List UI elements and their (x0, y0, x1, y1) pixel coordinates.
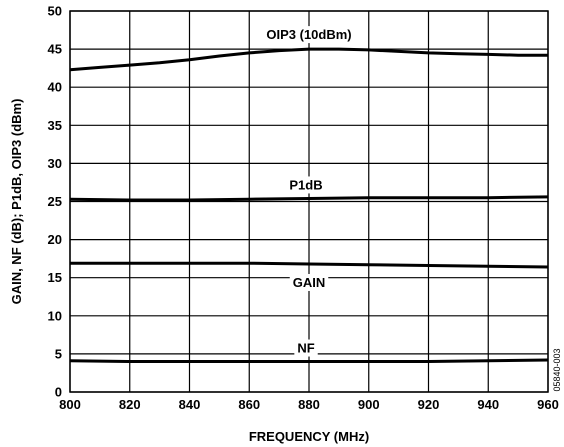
series-line (69, 358, 549, 363)
y-tick-label: 35 (48, 118, 62, 133)
y-tick-label: 5 (55, 346, 62, 361)
y-tick-label: 50 (48, 4, 62, 19)
y-tick-label: 10 (48, 308, 62, 323)
x-tick-label: 940 (477, 397, 499, 412)
x-axis-title: FREQUENCY (MHz) (249, 429, 369, 444)
x-tick-label: 900 (358, 397, 380, 412)
x-tick-label: 840 (179, 397, 201, 412)
y-tick-label: 15 (48, 270, 62, 285)
series-label-background (294, 339, 318, 357)
series-label: NF (297, 341, 314, 356)
y-tick-label: 25 (48, 194, 62, 209)
series-label-background (286, 176, 326, 194)
series-labels: OIP3 (10dBm) P1dB GAIN NF (263, 26, 355, 357)
series-label: P1dB (289, 177, 322, 192)
series-lines (69, 47, 549, 363)
grid (69, 10, 549, 393)
series-line (69, 195, 549, 202)
y-axis-title: GAIN, NF (dB); P1dB, OIP3 (dBm) (9, 99, 24, 305)
series-label: GAIN (293, 275, 326, 290)
figure-code: 05840-003 (552, 348, 562, 391)
x-tick-label: 820 (119, 397, 141, 412)
series-label: OIP3 (10dBm) (266, 27, 351, 42)
series-label-background (289, 273, 329, 291)
y-tick-labels: 0 5 10 15 20 25 30 35 40 45 50 (48, 4, 62, 400)
series-label-background (263, 26, 355, 44)
y-tick-label: 40 (48, 80, 62, 95)
x-tick-label: 880 (298, 397, 320, 412)
x-tick-label: 960 (537, 397, 559, 412)
plot-frame (69, 10, 549, 393)
x-tick-label: 920 (418, 397, 440, 412)
x-tick-label: 860 (238, 397, 260, 412)
y-tick-label: 0 (55, 385, 62, 400)
y-tick-label: 20 (48, 232, 62, 247)
series-line (70, 261, 549, 269)
y-tick-label: 45 (48, 42, 62, 57)
y-tick-label: 30 (48, 156, 62, 171)
x-tick-label: 800 (59, 397, 81, 412)
series-line (69, 47, 548, 72)
x-tick-labels: 800 820 840 860 880 900 920 940 960 (59, 397, 559, 412)
